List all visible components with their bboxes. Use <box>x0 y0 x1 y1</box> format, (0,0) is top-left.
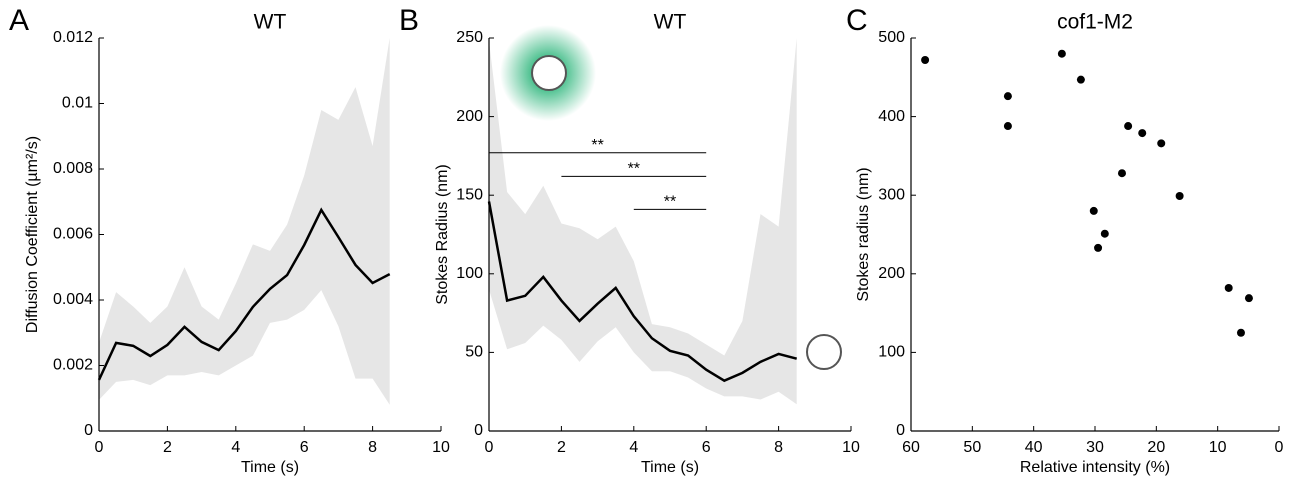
y-tick-label: 0.008 <box>53 160 93 177</box>
point <box>921 56 930 65</box>
confidence-band <box>489 38 797 405</box>
x-tick-label: 60 <box>902 439 920 456</box>
x-tick-label: 4 <box>629 439 638 456</box>
y-tick-label: 0.01 <box>62 95 93 112</box>
point <box>1094 243 1103 252</box>
y-tick-label: 0.004 <box>53 291 93 308</box>
point <box>1089 206 1098 215</box>
point <box>1175 191 1184 200</box>
point <box>1244 294 1253 303</box>
panel-label: B <box>399 4 419 37</box>
chart-title: WT <box>654 11 687 34</box>
mean-line <box>487 201 798 383</box>
x-axis-label: Time (s) <box>641 459 699 476</box>
y-tick-label: 300 <box>878 186 905 203</box>
y-tick-label: 250 <box>456 29 483 46</box>
y-tick-label: 0 <box>474 422 483 439</box>
x-tick-label: 30 <box>1086 439 1104 456</box>
x-tick-label: 6 <box>300 439 309 456</box>
x-axis-label: Relative intensity (%) <box>1020 459 1170 476</box>
particle-icon <box>806 334 842 370</box>
point <box>1076 75 1085 84</box>
y-tick-label: 400 <box>878 108 905 125</box>
x-tick-label: 10 <box>432 439 450 456</box>
y-tick-label: 100 <box>878 344 905 361</box>
point <box>1138 129 1147 138</box>
point <box>1057 49 1066 58</box>
x-tick-label: 4 <box>231 439 240 456</box>
x-tick-label: 10 <box>1209 439 1227 456</box>
chart-title: WT <box>254 11 287 34</box>
panel-label: A <box>9 4 29 37</box>
x-tick-label: 8 <box>774 439 783 456</box>
y-axis-label: Stokes radius (nm) <box>855 167 872 301</box>
mean-line <box>97 207 391 381</box>
point <box>1157 139 1166 148</box>
panel-label: C <box>846 4 868 37</box>
plots: 0 0.002 0.004 0.006 0.008 0.01 0.012 0 2 4 6 8 10 Tim… <box>9 4 1284 476</box>
y-tick-label: 150 <box>456 186 483 203</box>
x-tick-label: 8 <box>368 439 377 456</box>
point <box>1124 122 1133 131</box>
point <box>1003 122 1012 131</box>
y-tick-label: 0.006 <box>53 226 93 243</box>
y-tick-label: 0 <box>84 422 93 439</box>
point <box>1117 169 1126 178</box>
x-tick-label: 6 <box>702 439 711 456</box>
confidence-band <box>99 38 390 405</box>
x-tick-label: 50 <box>963 439 981 456</box>
x-tick-label: 40 <box>1025 439 1043 456</box>
x-tick-label: 20 <box>1147 439 1165 456</box>
x-tick-label: 0 <box>1275 439 1284 456</box>
significance-label: ** <box>628 161 640 178</box>
y-tick-label: 200 <box>878 265 905 282</box>
point <box>1224 283 1233 292</box>
y-tick-label: 200 <box>456 108 483 125</box>
x-tick-label: 2 <box>557 439 566 456</box>
y-tick-label: 500 <box>878 29 905 46</box>
x-tick-label: 0 <box>95 439 104 456</box>
point <box>1100 229 1109 238</box>
point <box>1236 328 1245 337</box>
x-tick-label: 2 <box>163 439 172 456</box>
chart-title: cof1-M2 <box>1057 11 1133 34</box>
x-tick-label: 10 <box>842 439 860 456</box>
point <box>1003 92 1012 101</box>
y-tick-label: 100 <box>456 265 483 282</box>
significance-label: ** <box>664 194 676 211</box>
particle-icon <box>531 55 567 91</box>
y-tick-label: 0.012 <box>53 29 93 46</box>
x-axis-label: Time (s) <box>241 459 299 476</box>
y-axis-label: Stokes Radius (nm) <box>434 164 451 305</box>
y-tick-label: 0.002 <box>53 357 93 374</box>
x-tick-label: 0 <box>485 439 494 456</box>
y-axis-label: Diffusion Coefficient (µm²/s) <box>24 136 41 333</box>
y-tick-label: 50 <box>465 344 483 361</box>
y-tick-label: 0 <box>896 422 905 439</box>
significance-label: ** <box>591 137 603 154</box>
